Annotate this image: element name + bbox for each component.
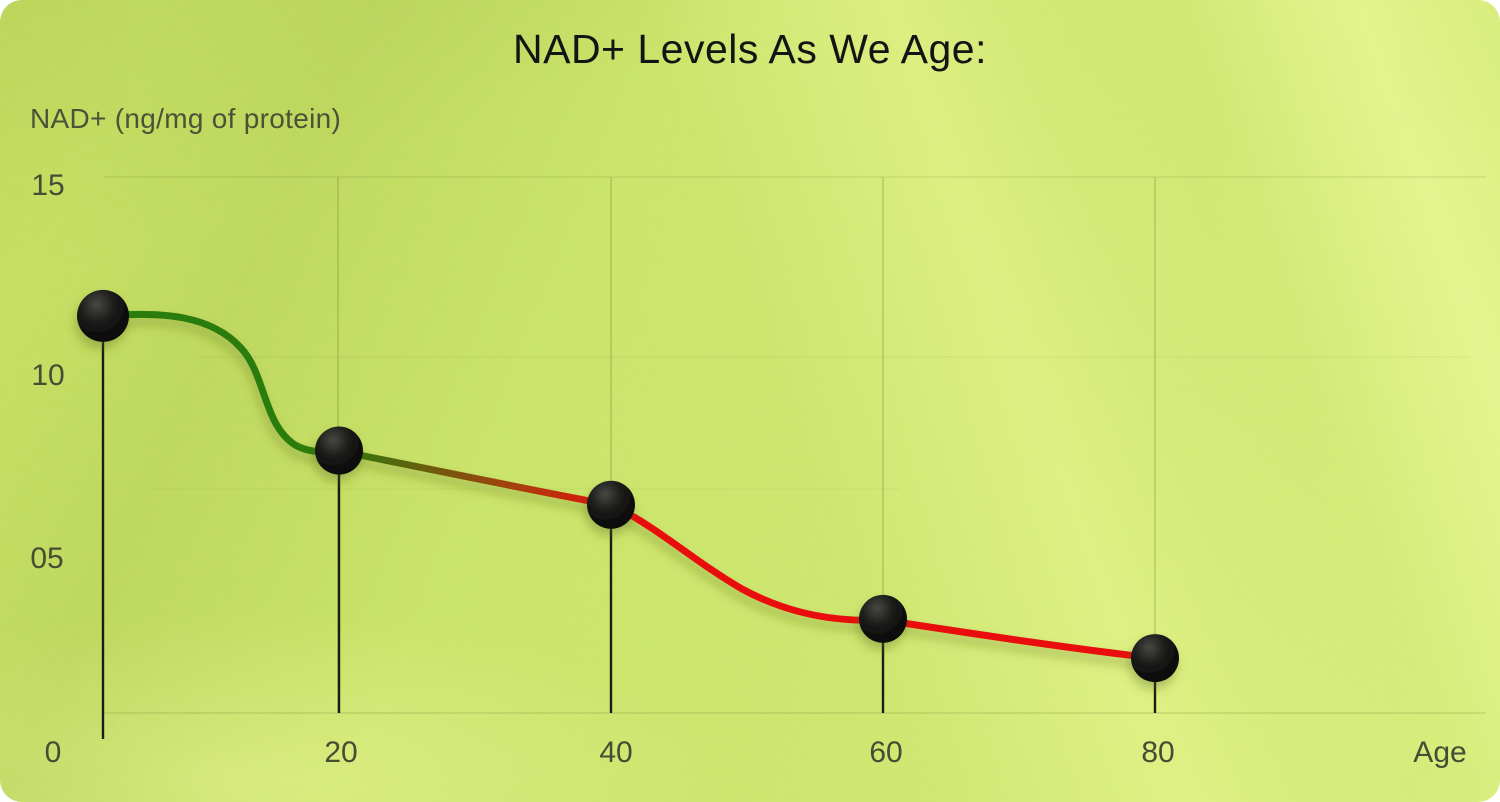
data-point-age-40 [587,480,635,529]
trend-segment-0-20 [99,310,343,455]
y-tick-05: 05 [30,542,64,575]
y-tick-15: 15 [31,169,65,202]
x-tick-40: 40 [599,736,633,769]
chart-title: NAD+ Levels As We Age: [512,26,987,72]
y-axis-label: NAD+ (ng/mg of protein) [30,103,342,134]
data-markers [77,289,1179,739]
gridlines [103,176,1486,714]
x-tick-20: 20 [324,736,358,769]
trend-segment-60-80 [879,616,1159,662]
x-axis-label: Age [1413,736,1467,769]
x-tick-80: 80 [1141,736,1175,769]
x-tick-0: 0 [44,736,62,769]
data-point-age-80 [1131,634,1179,683]
x-tick-60: 60 [869,736,903,769]
trend-segment-20-40 [335,447,615,509]
trend-segment-40-60 [607,501,887,624]
data-point-age-60 [859,594,907,643]
y-tick-10: 10 [31,359,65,392]
data-point-age-0 [77,289,129,342]
data-point-age-20 [315,426,363,475]
trend-line [99,310,1159,662]
